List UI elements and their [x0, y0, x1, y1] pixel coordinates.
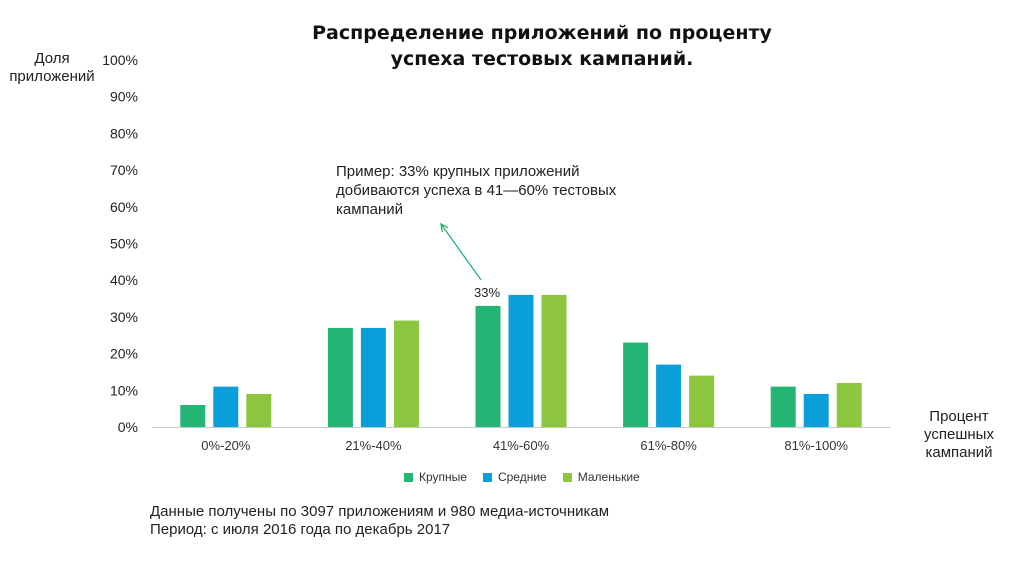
y-tick-label: 60% — [110, 199, 138, 215]
annotation-line-1: Пример: 33% крупных приложений — [336, 163, 580, 180]
y-tick-label: 20% — [110, 346, 138, 362]
legend-swatch-medium — [482, 472, 492, 482]
x-tick-label: 21%-40% — [345, 438, 402, 453]
annotation-arrowhead — [440, 222, 449, 232]
footnote-line-2: Период: с июля 2016 года по декабрь 2017 — [150, 521, 451, 538]
x-axis-label-line-2: успешных — [924, 426, 994, 443]
y-tick-label: 100% — [102, 52, 138, 68]
annotation-line-3: кампаний — [336, 201, 404, 218]
bar — [360, 327, 386, 427]
bar — [770, 386, 796, 427]
y-axis-label: Доля приложений — [4, 50, 100, 86]
bar — [541, 294, 567, 427]
x-axis-label-line-3: кампаний — [925, 444, 993, 461]
legend-label-medium: Средние — [497, 470, 547, 484]
bar — [656, 364, 682, 427]
footnote-line-1: Данные получены по 3097 приложениям и 98… — [150, 503, 610, 520]
y-axis-label-line-2: приложений — [9, 68, 95, 85]
chart-title-line-2: успеха тестовых кампаний. — [390, 48, 694, 70]
data-label: 33% — [474, 285, 500, 300]
y-tick-label: 40% — [110, 272, 138, 288]
y-tick-label: 30% — [110, 309, 138, 325]
y-tick-label: 0% — [118, 419, 138, 435]
y-tick-label: 70% — [110, 162, 138, 178]
x-tick-label: 41%-60% — [493, 438, 550, 453]
bar — [246, 393, 272, 427]
y-tick-label: 90% — [110, 89, 138, 105]
bar — [475, 305, 501, 427]
y-tick-label: 80% — [110, 125, 138, 141]
bar — [327, 327, 353, 427]
legend-item-medium: Средние — [482, 470, 547, 484]
bar — [508, 294, 534, 427]
y-tick-label: 10% — [110, 382, 138, 398]
y-tick-label: 50% — [110, 236, 138, 252]
annotation-line-2: добиваются успеха в 41—60% тестовых — [336, 182, 617, 199]
legend-item-large: Крупные — [404, 470, 467, 484]
chart-title: Распределение приложений по проценту усп… — [262, 20, 822, 72]
bar — [689, 375, 715, 427]
bar — [213, 386, 239, 427]
x-tick-label: 81%-100% — [784, 438, 848, 453]
legend-swatch-large — [404, 472, 413, 482]
y-axis-label-line-1: Доля — [34, 50, 70, 67]
legend-label-large: Крупные — [419, 470, 467, 484]
bar — [623, 342, 649, 427]
bar — [180, 404, 206, 427]
legend: Крупные Средние Маленькие — [404, 470, 640, 484]
example-annotation: Пример: 33% крупных приложений добиваютс… — [336, 162, 676, 219]
x-axis-label-line-1: Процент — [929, 408, 989, 425]
chart-title-line-1: Распределение приложений по проценту — [312, 22, 772, 44]
footnote: Данные получены по 3097 приложениям и 98… — [150, 503, 609, 539]
legend-item-small: Маленькие — [562, 470, 640, 484]
x-axis-label: Процент успешных кампаний — [904, 408, 1014, 462]
bar — [836, 382, 862, 427]
bar — [803, 393, 829, 427]
legend-label-small: Маленькие — [577, 470, 640, 484]
annotation-arrow — [440, 223, 482, 281]
x-tick-label: 0%-20% — [201, 438, 251, 453]
legend-swatch-small — [562, 472, 572, 482]
x-tick-label: 61%-80% — [640, 438, 697, 453]
bar — [393, 320, 419, 427]
